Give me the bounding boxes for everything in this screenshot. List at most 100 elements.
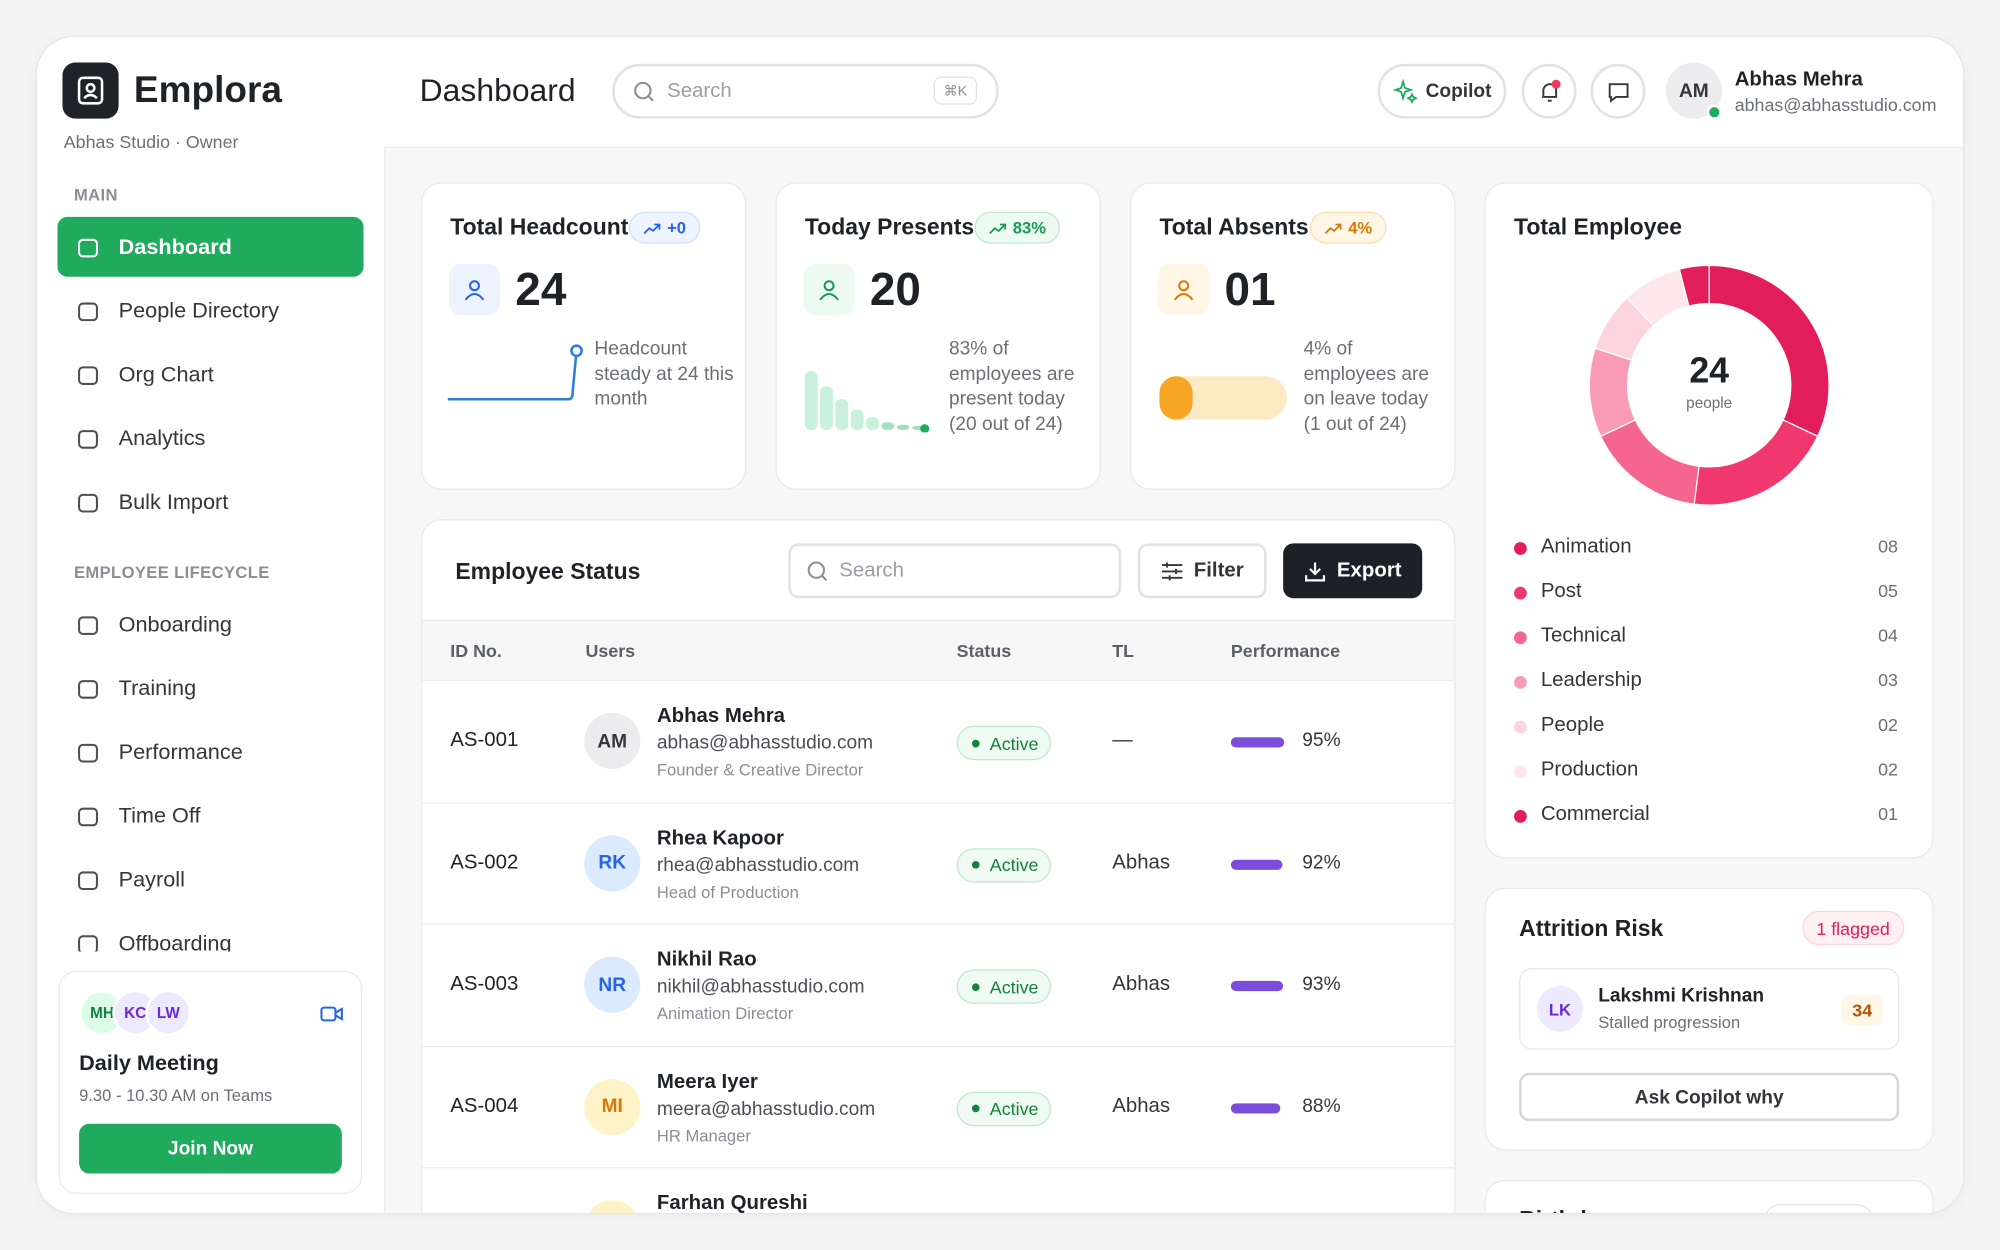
- nav-item[interactable]: Offboarding: [57, 913, 363, 952]
- nav-item[interactable]: Time Off: [57, 786, 363, 846]
- dot: [971, 1104, 980, 1113]
- legend-name: People: [1540, 714, 1605, 736]
- stat-card: Total Absents 4% 01 4% of employees are on …: [1130, 182, 1456, 490]
- export-arrow: [1305, 561, 1326, 581]
- nav-item[interactable]: Dashboard: [57, 216, 364, 277]
- stat-icon: [448, 264, 500, 316]
- person-note: Stalled progression: [1598, 1012, 1741, 1032]
- risk-person: LK Lakshmi Krishnan Stalled progression 34: [1519, 968, 1900, 1050]
- join-button[interactable]: Join Now: [79, 1123, 342, 1174]
- nav-icon: [78, 870, 98, 890]
- nav-item[interactable]: Bulk Import: [57, 472, 363, 532]
- chat-icon: [1608, 82, 1628, 103]
- donut-segment: [1708, 264, 1830, 438]
- online-dot: [1706, 104, 1722, 120]
- nav-item[interactable]: Training: [57, 658, 363, 718]
- performance-fill: [1230, 859, 1283, 870]
- present-dot: [920, 424, 930, 433]
- present-bar: [850, 409, 864, 430]
- table-row: AS-004 MI Meera Iyer meera@abhasstudio.com H…: [422, 1045, 1455, 1166]
- messages-button[interactable]: [1590, 63, 1646, 119]
- stat-graphic: [447, 344, 583, 401]
- stat-note: Headcount steady at 24 this month: [594, 338, 734, 410]
- legend-name: Animation: [1540, 535, 1632, 558]
- row-tl: —: [1112, 729, 1133, 752]
- nav-item[interactable]: Payroll: [57, 849, 363, 909]
- export-label: Export: [1336, 559, 1402, 581]
- nav-icon: [78, 615, 98, 635]
- employee-title: Total Employee: [1514, 214, 1683, 240]
- column-header: Users: [585, 640, 636, 661]
- nav-item[interactable]: Analytics: [57, 408, 363, 468]
- row-avatar: [584, 1200, 641, 1214]
- row-name: Nikhil Rao: [656, 948, 757, 971]
- row-role: Founder & Creative Director: [656, 760, 864, 780]
- nav-label: Offboarding: [118, 930, 232, 952]
- user-avatar[interactable]: AM: [1665, 62, 1722, 119]
- birthdays-badge: This Month: [1764, 1204, 1875, 1214]
- search-box[interactable]: Search ⌘K: [612, 63, 999, 119]
- nav-icon-shape: [78, 238, 98, 257]
- icon: [464, 280, 485, 301]
- user-email: abhas@abhasstudio.com: [1734, 94, 1937, 115]
- nav-icon-shape: [78, 301, 98, 321]
- table-search[interactable]: Search: [788, 543, 1122, 599]
- stat-title: Today Presents: [804, 214, 975, 240]
- search-handle: [821, 575, 828, 582]
- search-placeholder: Search: [839, 559, 904, 582]
- sparkline: [447, 350, 578, 401]
- nav-icon: [78, 679, 98, 699]
- nav-item[interactable]: Performance: [57, 722, 363, 782]
- status-badge: Active: [956, 725, 1052, 761]
- column-header: ID No.: [450, 640, 502, 661]
- legend-count: 05: [1878, 580, 1898, 601]
- notifications-button[interactable]: [1521, 63, 1577, 119]
- performance-bar: [1230, 737, 1285, 748]
- filter-button[interactable]: Filter: [1137, 543, 1267, 599]
- employee-card: Total Employee 24 people Animation 08 Post 05 T…: [1484, 182, 1934, 859]
- nav-item[interactable]: People Directory: [57, 281, 363, 341]
- trend-line: [989, 222, 1006, 234]
- performance-label: 88%: [1302, 1095, 1341, 1117]
- icon-shape: [823, 280, 835, 292]
- nav: MAIN Dashboard People Directory Org Chart An…: [57, 180, 364, 952]
- nav-label: Payroll: [118, 866, 185, 891]
- legend-count: 02: [1878, 758, 1898, 780]
- attrition-badge: 1 flagged: [1802, 910, 1904, 946]
- stat-icon: [1158, 264, 1210, 316]
- present-bar: [866, 417, 879, 430]
- row-email: abhas@abhasstudio.com: [656, 732, 874, 754]
- stat-icon: [803, 264, 855, 316]
- export-icon: [1305, 561, 1326, 581]
- search-icon: [807, 561, 828, 582]
- column-header: Status: [956, 640, 1012, 661]
- trend-icon: [643, 222, 661, 234]
- row-id: AS-003: [450, 973, 519, 995]
- table-row: AS-002 RK Rhea Kapoor rhea@abhasstudio.com H…: [422, 801, 1455, 923]
- search-glass: [807, 561, 825, 579]
- stat-note: 4% of employees are on leave today (1 ou…: [1303, 338, 1430, 435]
- nav-icon-shape: [78, 615, 98, 635]
- performance-bar: [1230, 1102, 1281, 1113]
- copilot-button[interactable]: Copilot: [1377, 63, 1507, 119]
- ask-copilot-button[interactable]: Ask Copilot why: [1519, 1072, 1900, 1122]
- stat-value: 24: [515, 262, 567, 316]
- present-bar: [896, 424, 910, 430]
- row-name: Farhan Qureshi: [656, 1192, 808, 1215]
- nav-icon: [78, 934, 98, 952]
- export-button[interactable]: Export: [1283, 543, 1423, 599]
- absent-fill: [1159, 376, 1193, 420]
- nav-icon: [78, 493, 98, 512]
- legend-name: Leadership: [1540, 669, 1642, 692]
- nav-item[interactable]: Onboarding: [57, 594, 363, 654]
- legend-name: Commercial: [1540, 803, 1650, 826]
- performance-fill: [1230, 737, 1285, 748]
- meeting-card: MH KC LW Daily Meeting 9.30 - 10.30 AM on …: [58, 970, 363, 1194]
- nav-icon-shape: [78, 429, 98, 449]
- legend-dot: [1514, 542, 1527, 555]
- row-avatar: MI: [584, 1078, 641, 1135]
- copilot-label: Copilot: [1425, 80, 1492, 103]
- nav-icon-shape: [78, 679, 98, 699]
- trend-icon: [989, 222, 1006, 234]
- nav-item[interactable]: Org Chart: [57, 344, 363, 404]
